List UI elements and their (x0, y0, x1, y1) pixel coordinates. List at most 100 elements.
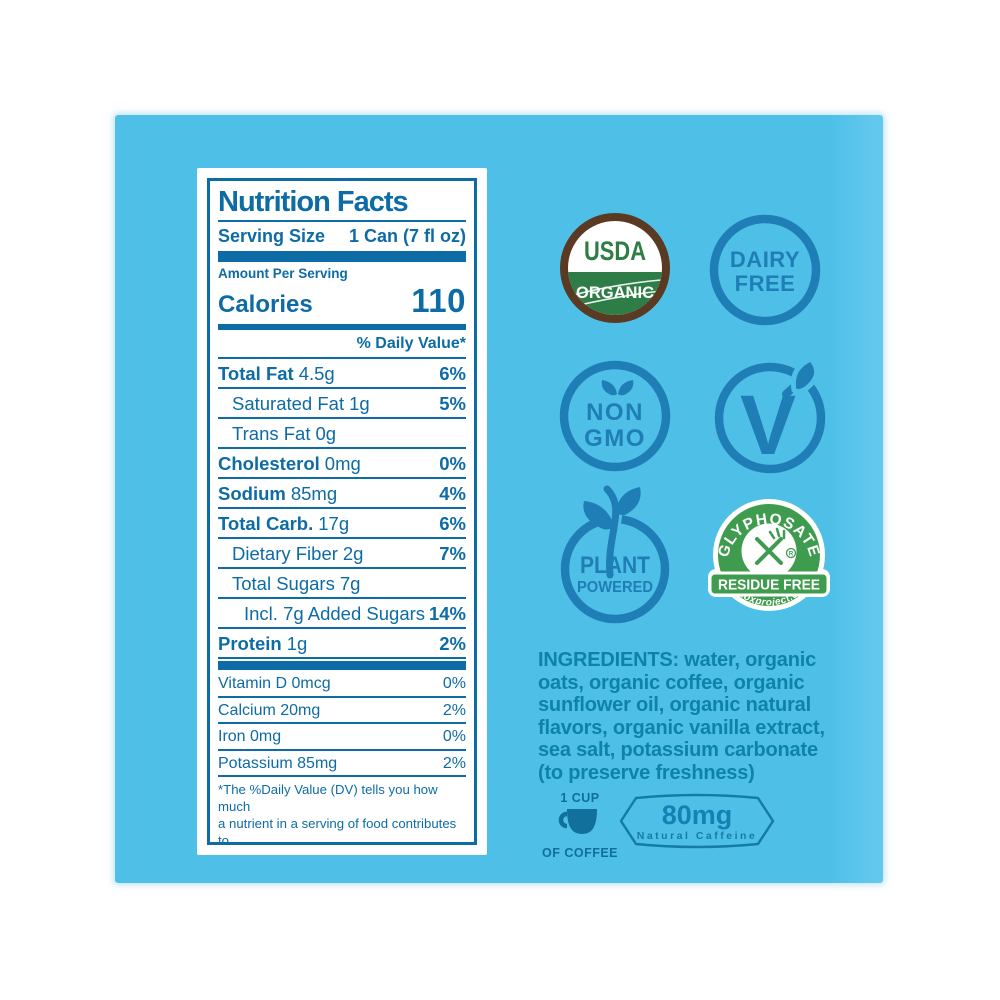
non-text: NON (586, 399, 644, 426)
sprout-icon (603, 485, 620, 579)
thick-divider (218, 661, 466, 670)
usda-text: USDA (584, 236, 646, 266)
nutrient-dv: 0% (442, 728, 466, 745)
medium-divider (218, 324, 466, 330)
usda-organic-badge: USDA ORGANIC (560, 213, 670, 323)
nutrient-name: Incl. 7g Added Sugars (244, 603, 426, 624)
dairy-free-badge: DAIRY FREE (709, 214, 821, 326)
table-row: Total Fat 4.5g 6% (218, 359, 466, 389)
table-row: Iron 0mg 0% (218, 724, 466, 751)
nutrient-name: Saturated Fat (232, 393, 345, 414)
residue-free-banner (708, 571, 830, 597)
calories-label: Calories (218, 291, 313, 318)
organic-text: ORGANIC (576, 283, 654, 302)
caffeine-label: Natural Caffeine (637, 830, 758, 842)
serving-size-value: 1 Can (7 fl oz) (348, 226, 466, 246)
nutrient-name: Cholesterol (218, 453, 320, 474)
free-text: FREE (735, 271, 796, 296)
serving-size-row: Serving Size 1 Can (7 fl oz) (218, 222, 466, 251)
table-row: Dietary Fiber 2g 7% (218, 539, 466, 569)
glyphosate-residue-free-badge: GLYPHOSATE R detoxproject.org RESIDUE FR… (708, 499, 830, 611)
table-row: Total Sugars 7g (218, 569, 466, 599)
table-row: Incl. 7g Added Sugars 14% (218, 599, 466, 629)
nutrient-dv: 2% (442, 701, 466, 719)
leaf-icon (583, 501, 614, 530)
table-row: Vitamin D 0mcg 0% (218, 671, 466, 698)
nutrient-dv: 7% (439, 543, 466, 564)
vegan-badge: V (714, 356, 826, 474)
powered-text: POWERED (577, 579, 653, 596)
nutrient-name: Vitamin D 0mcg (218, 675, 331, 692)
nutrient-name: Total Sugars (232, 573, 335, 594)
nutrient-dv: 6% (439, 513, 466, 534)
nutrient-name: Iron 0mg (218, 728, 282, 745)
table-row: Potassium 85mg 2% (218, 751, 466, 777)
leaf-icon (790, 356, 820, 395)
serving-size-label: Serving Size (218, 226, 326, 246)
nutrient-dv: 0% (439, 453, 466, 474)
ring (559, 360, 671, 472)
nutrient-dv: 0% (442, 675, 466, 692)
nutrient-amount: 2g (342, 543, 364, 564)
svg-text:R: R (789, 552, 794, 558)
nutrient-dv: 4% (439, 483, 466, 504)
ingredients-text: INGREDIENTS: water, organic oats, organi… (538, 649, 825, 784)
nutrient-dv: 2% (439, 633, 466, 654)
residue-free-text: RESIDUE FREE (718, 577, 820, 594)
nutrition-facts-box: Nutrition Facts Serving Size 1 Can (7 fl… (207, 178, 477, 845)
nutrient-dv: 5% (439, 393, 466, 414)
caffeine-lozenge: 80mg Natural Caffeine (619, 793, 775, 849)
nutrient-dv: 14% (428, 603, 466, 624)
of-coffee-label: OF COFFEE (541, 846, 619, 860)
amount-per-serving-label: Amount Per Serving (218, 266, 348, 281)
gmo-text: GMO (584, 425, 646, 452)
table-row: Cholesterol 0mg 0% (218, 449, 466, 479)
table-row: Saturated Fat 1g 5% (218, 389, 466, 419)
nutrient-name: Dietary Fiber (232, 543, 338, 564)
lozenge-outline (619, 793, 775, 849)
table-row: Total Carb. 17g 6% (218, 509, 466, 539)
crossed-utensils-icon (755, 527, 786, 565)
nutrient-name: Calcium 20mg (218, 701, 321, 719)
background-panel: Nutrition Facts Serving Size 1 Can (7 fl… (115, 115, 883, 883)
nutrient-amount: 0mg (324, 453, 361, 474)
divider (218, 220, 466, 222)
plant-text: PLANT (580, 552, 650, 579)
table-row: Sodium 85mg 4% (218, 479, 466, 509)
ring (714, 362, 826, 474)
coffee-cup-icon (558, 809, 597, 834)
nutrient-amount: 0g (315, 423, 337, 444)
dairy-text: DAIRY (730, 247, 800, 272)
nutrition-facts-title: Nutrition Facts (218, 186, 409, 218)
nutrient-amount: 7g (339, 573, 361, 594)
registered-mark-icon (785, 547, 797, 559)
plant-powered-badge: PLANT POWERED (560, 485, 670, 624)
nutrient-name: Trans Fat (232, 423, 311, 444)
leaf-icon (616, 487, 641, 516)
nutrient-amount: 4.5g (298, 363, 335, 384)
nutrient-name: Total Fat (218, 363, 294, 384)
nutrient-dv: 6% (439, 363, 466, 384)
nutrient-amount: 1g (349, 393, 370, 414)
calories-row: Calories 110 (218, 281, 466, 323)
nutrient-amount: 1g (286, 633, 308, 654)
leaf-icon (601, 380, 634, 396)
footnote: *The %Daily Value (DV) tells you how muc… (218, 782, 457, 845)
table-row: Trans Fat 0g (218, 419, 466, 449)
caffeine-amount: 80mg (662, 800, 733, 830)
table-row: Calcium 20mg 2% (218, 698, 466, 724)
nutrient-name: Protein (218, 633, 282, 654)
ring (709, 214, 821, 326)
nutrition-facts-label: Nutrition Facts Serving Size 1 Can (7 fl… (197, 168, 487, 855)
nutrient-name: Potassium 85mg (218, 754, 338, 772)
calories-value: 110 (411, 282, 466, 319)
nutrient-name: Sodium (218, 483, 286, 504)
nutrient-name: Total Carb. (218, 513, 314, 534)
non-gmo-badge: NON GMO (559, 360, 671, 472)
nutrient-dv: 2% (442, 754, 466, 772)
nutrient-amount: 17g (318, 513, 350, 534)
coffee-cup-group: 1 CUP OF COFFEE (539, 791, 621, 860)
table-row: Protein 1g 2% (218, 629, 466, 659)
daily-value-header: % Daily Value* (218, 332, 466, 359)
